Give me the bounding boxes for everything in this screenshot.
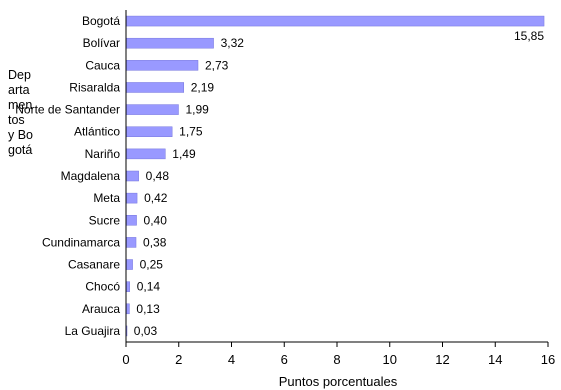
value-label-8: 0,42: [144, 191, 168, 205]
x-tick-label-6: 12: [435, 352, 449, 367]
category-label-14: La Guajira: [65, 324, 121, 338]
category-label-9: Sucre: [89, 213, 121, 227]
bar-11: [125, 259, 133, 270]
bar-10: [125, 237, 137, 248]
category-label-5: Atlántico: [74, 125, 120, 139]
value-label-13: 0,13: [136, 302, 160, 316]
value-label-14: 0,03: [134, 324, 158, 338]
x-axis-label: Puntos porcentuales: [279, 374, 398, 389]
x-tick-label-7: 14: [488, 352, 502, 367]
bar-1: [125, 37, 214, 49]
x-tick-label-5: 10: [383, 352, 397, 367]
value-label-9: 0,40: [144, 213, 168, 227]
category-label-1: Bolívar: [83, 36, 120, 50]
category-label-6: Nariño: [85, 147, 121, 161]
category-label-2: Cauca: [85, 58, 120, 72]
y-axis-label: Departamentos y Bogotá: [8, 68, 34, 157]
category-label-11: Casanare: [68, 258, 120, 272]
value-label-2: 2,73: [205, 58, 229, 72]
category-label-10: Cundinamarca: [42, 235, 120, 249]
value-label-5: 1,75: [179, 125, 203, 139]
bar-13: [125, 303, 130, 315]
category-labels-group: Bogotá Bolívar Cauca Risaralda Norte de Sant…: [15, 14, 120, 338]
category-label-7: Magdalena: [61, 169, 121, 183]
value-label-4: 1,99: [185, 103, 209, 117]
bar-12: [125, 281, 130, 292]
x-tick-label-0: 0: [122, 352, 129, 367]
category-label-13: Arauca: [82, 302, 120, 316]
x-tick-label-8: 16: [541, 352, 555, 367]
value-label-12: 0,14: [137, 280, 161, 294]
category-label-0: Bogotá: [82, 14, 120, 28]
category-label-8: Meta: [93, 191, 120, 205]
x-ticks-group: 0 2 4 6 8 10 12 14 16: [122, 342, 555, 367]
category-label-12: Chocó: [85, 280, 120, 294]
value-label-7: 0,48: [146, 169, 170, 183]
value-labels-group: 15,85 3,32 2,73 2,19 1,99 1,75 1,490,48 0,42 0,4…: [134, 29, 545, 338]
value-label-0: 15,85: [514, 29, 544, 43]
bars-group: [125, 15, 545, 337]
bar-0: [125, 15, 545, 27]
x-tick-label-2: 4: [228, 352, 235, 367]
bar-4: [125, 104, 179, 115]
bar-9: [125, 215, 137, 226]
x-tick-label-3: 6: [281, 352, 288, 367]
bar-6: [125, 148, 166, 160]
bar-5: [125, 126, 173, 137]
bar-7: [125, 170, 139, 182]
value-label-1: 3,32: [221, 36, 245, 50]
value-label-3: 2,19: [191, 80, 215, 94]
value-label-6: 1,49: [172, 147, 196, 161]
value-label-10: 0,38: [143, 235, 167, 249]
category-label-4: Norte de Santander: [15, 103, 120, 117]
category-label-3: Risaralda: [69, 80, 120, 94]
x-tick-label-1: 2: [175, 352, 182, 367]
bar-3: [125, 82, 185, 93]
bar-2: [125, 60, 199, 71]
axes-group: [125, 10, 548, 343]
bar-8: [125, 192, 138, 204]
x-tick-label-4: 8: [333, 352, 340, 367]
value-label-11: 0,25: [140, 258, 164, 272]
